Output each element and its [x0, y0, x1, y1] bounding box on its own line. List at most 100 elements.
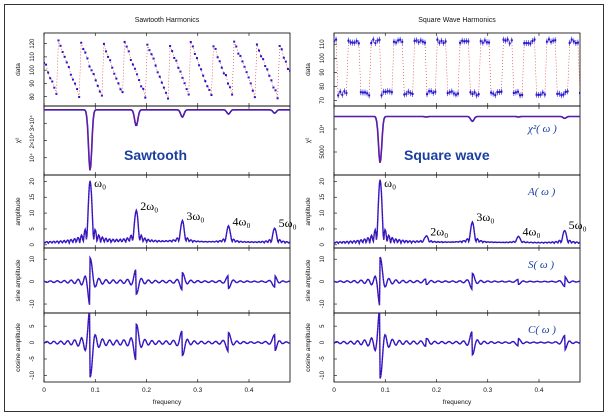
y-tick-label: 0	[30, 340, 36, 344]
data-point	[109, 59, 112, 62]
data-point	[212, 45, 215, 48]
panel-plot	[334, 115, 580, 164]
y-tick-label: 15	[30, 193, 36, 200]
chart-label: Square wave	[404, 147, 490, 163]
x-tick-label: 0.2	[432, 387, 441, 394]
data-point	[220, 66, 223, 69]
data-point	[65, 61, 68, 64]
data-point	[193, 52, 196, 55]
harmonic-label: 3ω₀	[476, 210, 494, 224]
data-point	[115, 77, 118, 80]
panel-data: data 70 80 90 100 110	[305, 32, 581, 107]
y-tick-label: -5	[30, 356, 36, 362]
panel-plot	[44, 109, 290, 171]
data-point	[140, 85, 143, 88]
data-point	[579, 91, 580, 94]
y-tick-label: 70	[320, 96, 326, 103]
data-point	[218, 60, 221, 63]
y-tick-label: -10	[320, 370, 326, 379]
data-point	[59, 44, 62, 47]
y-tick-label: 10⁴	[29, 153, 36, 163]
data-point	[241, 60, 244, 63]
harmonic-label: 2ω₀	[430, 224, 448, 238]
y-tick-label: 10	[30, 255, 36, 262]
y-axis-label: χ²	[305, 137, 312, 143]
spectrum-fit	[44, 180, 290, 244]
y-tick-label: 5	[320, 324, 326, 328]
data-point	[51, 80, 54, 83]
panel-data: data 80 90 100 110 120	[15, 32, 291, 107]
data-point	[94, 79, 97, 82]
x-tick-label: 0	[42, 387, 46, 394]
data-point	[142, 87, 145, 90]
data-point	[222, 72, 225, 75]
data-point	[123, 40, 126, 43]
x-tick-label: 0.1	[381, 387, 390, 394]
harmonic-label: ω₀	[94, 176, 106, 190]
data-point	[229, 86, 232, 89]
panel-frame	[43, 312, 291, 383]
y-tick-label: 10	[320, 209, 326, 216]
y-tick-label: 0	[320, 279, 326, 283]
data-point	[160, 81, 163, 84]
spectrum-curve	[44, 180, 290, 245]
y-tick-label: 0	[30, 279, 36, 283]
y-axis-label: cosine amplitude	[305, 323, 312, 372]
data-point	[195, 57, 198, 60]
data-point	[98, 90, 101, 93]
panel-plot	[334, 179, 580, 246]
panel-cosine-amplitude: cosine amplitude -10 -5 0 5 C( ω ) 0 0.1 0.2 0.3 0…	[305, 312, 581, 406]
data-point	[239, 54, 242, 57]
curve-label: C( ω )	[528, 324, 556, 336]
y-axis-label: amplitude	[15, 197, 22, 226]
data-point	[131, 63, 134, 66]
chart-sawtooth: Sawtooth HarmonicsSawtoothdata8090100110…	[15, 17, 297, 406]
panel-plot	[334, 256, 580, 306]
data-point	[76, 88, 79, 91]
y-tick-label: 90	[320, 68, 326, 75]
data-point	[150, 53, 153, 56]
y-tick-label: 0	[30, 242, 36, 246]
data-point	[158, 75, 161, 78]
y-axis-label: cosine amplitude	[15, 323, 22, 372]
x-axis-label: frequency	[443, 399, 472, 406]
data-point	[121, 91, 124, 94]
panel-cosine-amplitude: cosine amplitude -10 -5 0 5 0 0.1 0.2 0.3 0.4 freq…	[15, 312, 291, 406]
data-point	[253, 96, 256, 99]
y-tick-label: 80	[30, 93, 36, 100]
data-point	[84, 51, 87, 54]
y-tick-label: 0	[320, 242, 326, 246]
x-axis-label: frequency	[153, 399, 182, 406]
y-tick-label: 10	[320, 255, 326, 262]
x-tick-label: 0.4	[534, 387, 543, 394]
y-tick-label: 10⁴	[319, 124, 326, 134]
y-tick-label: 5	[30, 324, 36, 328]
curve-label: S( ω )	[528, 259, 554, 271]
data-point	[86, 57, 89, 60]
x-tick-label: 0.4	[244, 387, 253, 394]
data-point	[74, 82, 77, 85]
y-tick-label: 120	[30, 38, 36, 49]
data-point	[171, 50, 174, 53]
y-tick-label: 90	[30, 79, 36, 86]
y-axis-label: sine amplitude	[15, 259, 22, 301]
curve-label: A( ω )	[527, 186, 556, 198]
y-tick-label: 5	[320, 227, 326, 231]
y-tick-label: 3×10⁴	[29, 115, 36, 132]
figure-frame	[4, 4, 604, 412]
y-axis-label: amplitude	[305, 197, 312, 226]
data-point	[63, 55, 66, 58]
data-point	[216, 56, 219, 59]
data-point	[162, 86, 165, 89]
y-axis-label: sine amplitude	[305, 259, 312, 301]
panel-frame	[43, 247, 291, 314]
data-point	[278, 44, 281, 47]
data-point	[251, 89, 254, 92]
data-point	[289, 69, 290, 72]
x-tick-label: 0.3	[193, 387, 202, 394]
y-tick-label: 20	[320, 177, 326, 184]
panel-frame	[333, 312, 581, 383]
data-point	[129, 59, 132, 62]
